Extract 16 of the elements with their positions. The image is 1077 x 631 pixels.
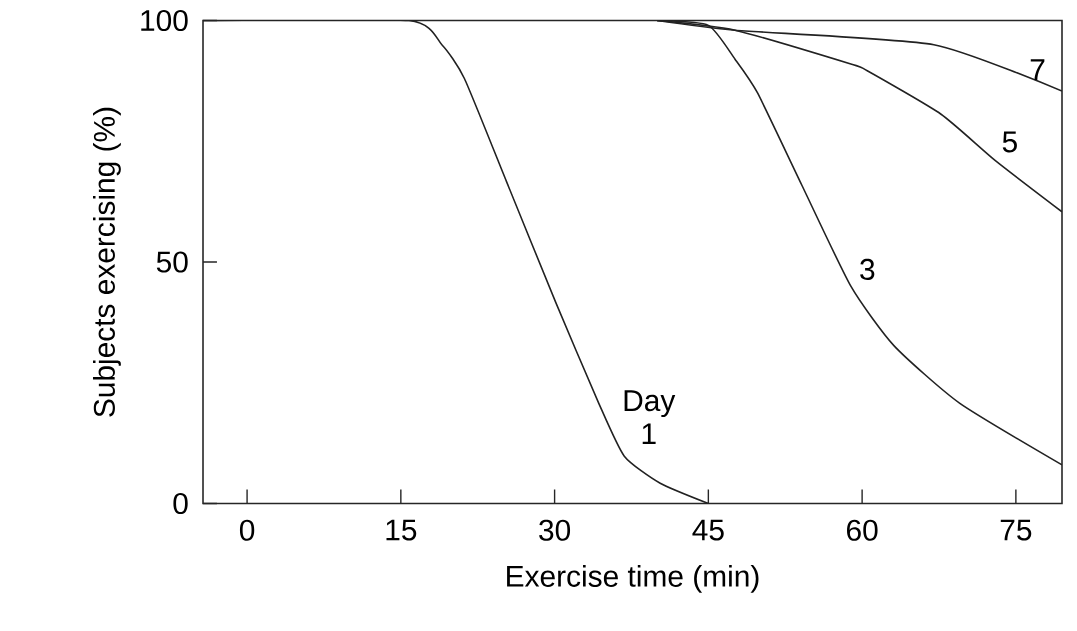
x-axis-title: Exercise time (min) xyxy=(507,565,759,594)
x-tick-label: 30 xyxy=(539,519,571,542)
annotation: Day xyxy=(624,390,676,418)
series-label: 7 xyxy=(1030,59,1045,81)
x-tick-label: 15 xyxy=(386,519,417,541)
x-tick-label: 75 xyxy=(1000,519,1032,541)
y-tick-label: 100 xyxy=(141,10,188,32)
x-tick-label: 60 xyxy=(847,519,878,542)
x-tick-label: 45 xyxy=(692,519,724,541)
series-label: 3 xyxy=(860,259,875,281)
y-tick-label: 50 xyxy=(156,251,188,273)
x-tick-label: 0 xyxy=(239,519,255,542)
y-axis-title: Subjects exercising (%) xyxy=(93,108,121,418)
series-label: 1 xyxy=(642,423,656,445)
series-label: 5 xyxy=(1002,131,1017,153)
y-tick-label: 0 xyxy=(173,493,188,515)
